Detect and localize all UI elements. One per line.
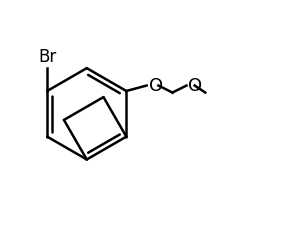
- Text: O: O: [188, 77, 202, 95]
- Text: Br: Br: [38, 48, 57, 66]
- Text: O: O: [148, 77, 163, 95]
